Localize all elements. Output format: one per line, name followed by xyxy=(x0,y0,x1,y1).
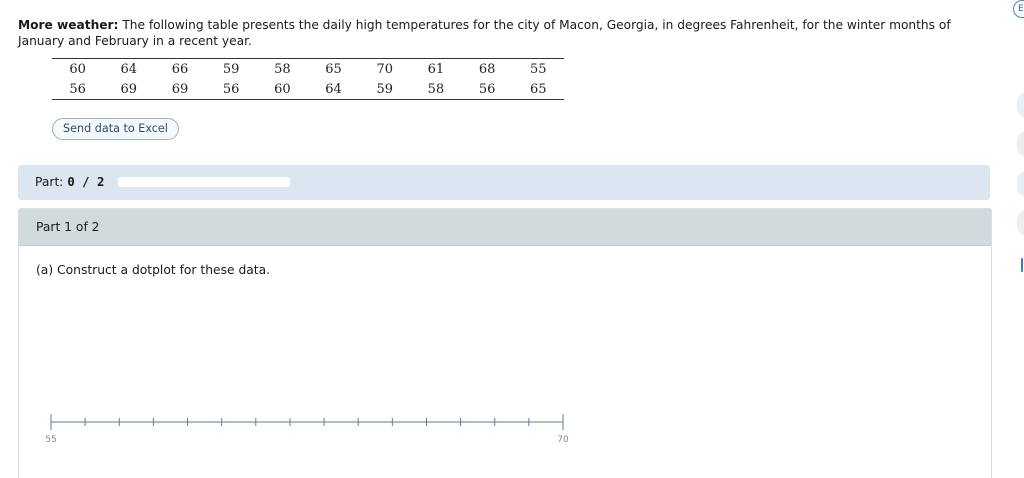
table-cell: 61 xyxy=(427,61,445,77)
table-cell: 64 xyxy=(325,81,342,97)
table-cell: 69 xyxy=(171,81,189,97)
part-header-title: Part 1 of 2 xyxy=(36,220,100,234)
side-circle-button-3[interactable] xyxy=(1017,171,1024,197)
problem-lead: More weather: xyxy=(18,18,119,32)
table-cell: 59 xyxy=(376,81,393,97)
side-circle-button-4[interactable] xyxy=(1017,210,1024,236)
right-rail: Es xyxy=(1013,0,1024,478)
problem-text: The following table presents the daily h… xyxy=(18,18,951,48)
table-cell: 58 xyxy=(427,81,445,97)
part-progress-value: 0 / 2 xyxy=(67,175,105,189)
dotplot-axis: 55 70 xyxy=(45,414,569,445)
problem-statement: More weather: The following table presen… xyxy=(18,17,993,49)
table-cell: 60 xyxy=(274,81,291,97)
question-text: (a) Construct a dotplot for these data. xyxy=(36,263,271,277)
axis-max-label: 70 xyxy=(557,435,569,445)
part-card: Part 1 of 2 (a) Construct a dotplot for … xyxy=(18,208,992,478)
progress-track xyxy=(118,177,290,187)
temperature-table: 60 64 66 59 58 65 70 61 68 55 56 69 69 56 60 64 59 58 56 65 xyxy=(52,58,564,100)
table-cell: 56 xyxy=(222,81,240,97)
table-cell: 65 xyxy=(325,61,342,77)
part-progress-label: Part: 0 / 2 xyxy=(35,175,105,189)
table-row: 56 69 69 56 60 64 59 58 56 65 xyxy=(52,79,564,100)
table-cell: 55 xyxy=(530,61,547,77)
table-cell: 59 xyxy=(222,61,240,77)
side-circle-button-1[interactable] xyxy=(1017,92,1024,118)
part-header: Part 1 of 2 xyxy=(19,209,991,246)
table-cell: 64 xyxy=(120,61,138,77)
side-circle-button-2[interactable] xyxy=(1017,131,1024,157)
table-cell: 68 xyxy=(478,61,496,77)
side-marker xyxy=(1021,258,1023,272)
table-cell: 56 xyxy=(478,81,496,97)
table-cell: 69 xyxy=(120,81,138,97)
table-cell: 58 xyxy=(274,61,291,77)
axis-min-label: 55 xyxy=(45,435,56,445)
table-cell: 60 xyxy=(69,61,86,77)
table-cell: 66 xyxy=(171,61,189,77)
table-cell: 56 xyxy=(69,81,86,97)
send-to-excel-button[interactable]: Send data to Excel xyxy=(52,118,179,140)
part-progress-bar: Part: 0 / 2 xyxy=(18,165,990,200)
table-cell: 70 xyxy=(376,61,393,77)
table-cell: 65 xyxy=(530,81,547,97)
side-button[interactable]: Es xyxy=(1013,0,1024,18)
table-row: 60 64 66 59 58 65 70 61 68 55 xyxy=(52,59,564,80)
